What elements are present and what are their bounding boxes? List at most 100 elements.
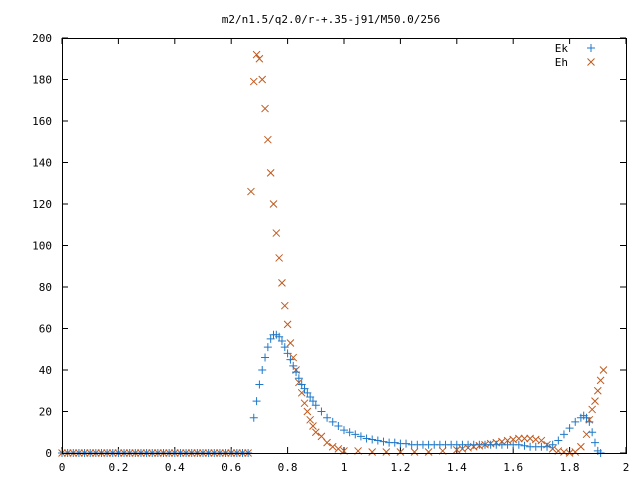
data-point-eh bbox=[317, 432, 326, 441]
data-point-ek bbox=[258, 366, 267, 374]
data-point-eh bbox=[424, 448, 433, 456]
x-tick-label: 1 bbox=[341, 461, 348, 474]
y-tick-label: 140 bbox=[32, 157, 52, 170]
data-point-eh bbox=[255, 54, 264, 63]
data-point-eh bbox=[286, 339, 295, 347]
data-point-eh bbox=[537, 436, 546, 445]
data-point-ek bbox=[351, 430, 360, 439]
x-tick-label: 1.8 bbox=[560, 461, 580, 474]
data-point-ek bbox=[368, 435, 377, 444]
data-point-ek bbox=[548, 440, 557, 449]
data-point-eh bbox=[520, 434, 529, 443]
data-point-ek bbox=[317, 407, 326, 416]
data-point-ek bbox=[345, 428, 354, 437]
data-point-eh bbox=[382, 448, 391, 456]
legend-label-eh: Eh bbox=[555, 56, 568, 69]
x-tick-label: 0.4 bbox=[165, 461, 185, 474]
data-point-ek bbox=[289, 361, 298, 370]
y-tick-label: 180 bbox=[32, 74, 52, 87]
data-point-eh bbox=[247, 187, 255, 196]
data-point-ek bbox=[252, 397, 261, 406]
data-point-ek bbox=[323, 413, 332, 422]
x-tick-label: 2 bbox=[623, 461, 630, 474]
data-point-eh bbox=[323, 438, 331, 447]
legend: Ek Eh bbox=[555, 42, 595, 69]
data-point-ek bbox=[582, 413, 591, 422]
data-point-ek bbox=[303, 388, 312, 397]
y-tick-label: 100 bbox=[32, 240, 52, 253]
data-point-eh bbox=[258, 75, 267, 84]
data-point-eh bbox=[280, 301, 289, 310]
data-point-ek bbox=[340, 426, 348, 435]
y-tick-labels: 0 20 40 60 80 100 120 140 160 180 200 bbox=[32, 32, 52, 460]
data-point-ek bbox=[266, 334, 275, 343]
data-point-eh bbox=[410, 448, 419, 456]
data-point-eh bbox=[252, 50, 261, 59]
data-point-eh bbox=[368, 448, 377, 456]
data-point-ek bbox=[356, 432, 365, 441]
data-point-ek bbox=[297, 380, 306, 389]
y-tick-label: 40 bbox=[39, 364, 52, 377]
y-tick-label: 60 bbox=[39, 323, 52, 336]
data-point-ek bbox=[588, 428, 597, 437]
x-tick-label: 0.6 bbox=[221, 461, 241, 474]
legend-label-ek: Ek bbox=[555, 42, 569, 55]
data-point-ek bbox=[311, 401, 320, 410]
x-tick-label: 1.6 bbox=[503, 461, 523, 474]
data-point-ek bbox=[390, 438, 399, 447]
data-point-eh bbox=[588, 405, 597, 414]
data-point-eh bbox=[266, 169, 275, 177]
data-point-eh bbox=[396, 448, 405, 456]
legend-marker-eh bbox=[587, 58, 595, 66]
data-point-eh bbox=[264, 135, 272, 144]
data-point-ek bbox=[255, 380, 264, 389]
data-point-ek bbox=[520, 441, 529, 450]
legend-marker-ek bbox=[587, 44, 595, 52]
data-point-ek bbox=[379, 437, 388, 446]
data-point-eh bbox=[596, 376, 605, 385]
y-tick-label: 20 bbox=[39, 406, 52, 419]
data-point-ek bbox=[373, 436, 382, 445]
data-point-eh bbox=[334, 444, 343, 453]
data-point-ek bbox=[571, 417, 580, 426]
data-point-ek bbox=[277, 336, 286, 345]
y-tick-label: 80 bbox=[39, 281, 52, 294]
data-point-ek bbox=[294, 374, 303, 383]
data-point-eh bbox=[303, 407, 312, 416]
x-tick-label: 0.2 bbox=[108, 461, 128, 474]
data-point-ek bbox=[543, 442, 552, 451]
x-tick-label: 1.4 bbox=[447, 461, 467, 474]
data-point-ek bbox=[283, 349, 292, 358]
data-point-ek bbox=[559, 430, 568, 439]
y-tick-label: 200 bbox=[32, 32, 52, 45]
data-point-eh bbox=[306, 415, 315, 424]
data-point-ek bbox=[554, 436, 563, 445]
data-point-eh bbox=[283, 320, 292, 329]
data-point-eh bbox=[261, 104, 269, 113]
data-point-ek bbox=[334, 422, 343, 431]
x-tick-labels: 0 0.2 0.4 0.6 0.8 1 1.2 1.4 1.6 1.8 2 bbox=[59, 461, 630, 474]
data-point-ek bbox=[263, 343, 272, 352]
data-point-eh bbox=[249, 77, 258, 86]
data-point-eh bbox=[269, 200, 278, 208]
data-point-ek bbox=[585, 417, 594, 426]
data-point-ek bbox=[275, 332, 284, 341]
data-point-eh bbox=[514, 434, 523, 443]
data-point-eh bbox=[272, 229, 281, 237]
data-point-ek bbox=[308, 397, 317, 406]
data-point-ek bbox=[402, 439, 411, 448]
data-point-ek bbox=[300, 384, 309, 393]
data-point-ek bbox=[328, 417, 337, 426]
data-point-eh bbox=[300, 399, 309, 408]
data-point-ek bbox=[261, 353, 270, 362]
y-tick-label: 160 bbox=[32, 115, 52, 128]
data-point-eh bbox=[593, 386, 602, 395]
data-point-ek bbox=[590, 438, 599, 447]
data-point-eh bbox=[599, 366, 608, 374]
data-point-eh bbox=[311, 428, 320, 437]
data-point-ek bbox=[514, 440, 523, 449]
data-point-eh bbox=[328, 442, 337, 451]
x-tick-label: 1.2 bbox=[390, 461, 410, 474]
plot-frame bbox=[62, 38, 627, 454]
